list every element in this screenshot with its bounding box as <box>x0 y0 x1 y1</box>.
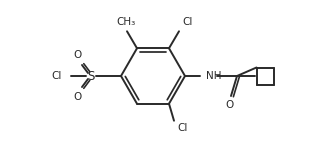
Text: Cl: Cl <box>52 71 62 81</box>
Text: O: O <box>74 92 82 102</box>
Text: Cl: Cl <box>182 17 192 27</box>
Text: O: O <box>226 100 234 110</box>
Text: CH₃: CH₃ <box>116 17 136 27</box>
Text: S: S <box>87 69 95 82</box>
Text: Cl: Cl <box>177 123 187 133</box>
Text: O: O <box>74 50 82 60</box>
Text: NH: NH <box>206 71 221 81</box>
